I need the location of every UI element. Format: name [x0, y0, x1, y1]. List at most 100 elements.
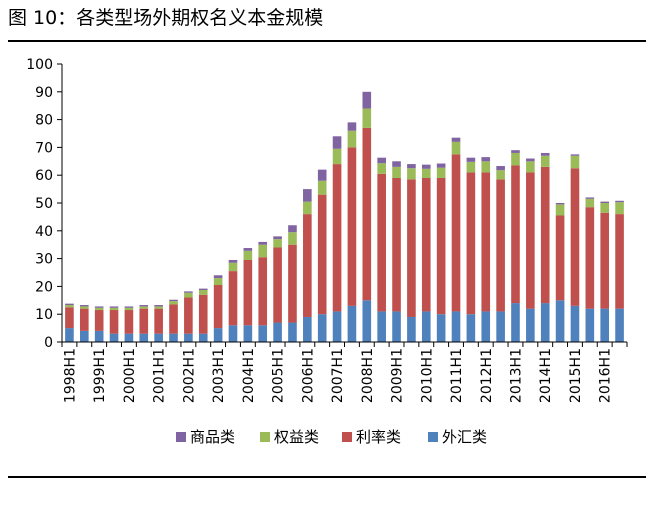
- x-tick-label-2016H1: 2016H1: [598, 348, 614, 403]
- bar-segment-2010H1-s1: [421, 177, 431, 312]
- bar-segment-2009H1-s3: [392, 161, 401, 167]
- bar-segment-2013H1-s2: [511, 152, 520, 166]
- bar-segment-2012H2-s0: [496, 311, 505, 342]
- bar-segment-2002H2-s2: [198, 290, 208, 295]
- bar-segment-2001H2-s3: [169, 299, 178, 302]
- legend: 商品类 权益类 利率类 外汇类: [176, 428, 487, 446]
- bar-segment-2003H1-s1: [213, 285, 223, 329]
- legend-swatch-3: [428, 432, 438, 442]
- bar-segment-2015H1-s2: [570, 155, 580, 169]
- bar-segment-2012H2-s2: [496, 170, 505, 180]
- bar-segment-2015H1-s1: [570, 168, 580, 306]
- bar-segment-2003H1-s3: [213, 275, 223, 279]
- bar-segment-2005H1-s1: [273, 247, 282, 323]
- bar-segment-2013H1-s1: [511, 165, 520, 304]
- bar-segment-2009H1-s0: [392, 311, 401, 342]
- x-tick-label-2008H1: 2008H1: [360, 348, 376, 403]
- x-tick-label-2009H1: 2009H1: [390, 348, 406, 403]
- bar-segment-2011H2-s2: [466, 161, 476, 173]
- bar-segment-2002H1-s3: [184, 291, 193, 293]
- bar-segment-2010H2-s2: [436, 167, 446, 178]
- bar-segment-2009H2-s0: [407, 316, 416, 342]
- bar-segment-2005H2-s0: [288, 322, 297, 342]
- bar-segment-2000H1-s3: [124, 306, 134, 308]
- bar-segment-2009H1-s1: [392, 177, 401, 312]
- bar-segment-2006H2-s3: [317, 169, 327, 181]
- bar-segment-2008H2-s2: [377, 163, 386, 174]
- bar-segment-2012H1-s0: [481, 311, 491, 342]
- bar-segment-2016H1-s3: [600, 201, 610, 203]
- bar-segment-2012H1-s2: [481, 161, 491, 173]
- bar-segment-2009H2-s1: [407, 179, 416, 317]
- bar-segment-2016H2-s2: [615, 202, 624, 215]
- legend-swatch-1: [260, 432, 270, 442]
- y-tick-label-70: 70: [35, 140, 53, 156]
- figure-title: 图 10：各类型场外期权名义本金规模: [8, 7, 324, 29]
- bar-segment-2006H1-s0: [303, 316, 312, 342]
- bar-segment-2002H1-s1: [184, 297, 193, 334]
- bar-segment-2013H2-s2: [526, 161, 535, 173]
- legend-label-1: 权益类: [274, 428, 319, 446]
- bar-segment-2012H2-s1: [496, 179, 505, 312]
- bar-segment-2000H1-s1: [124, 310, 134, 334]
- bar-segment-2007H2-s2: [347, 130, 357, 148]
- bar-segment-1999H2-s2: [109, 307, 119, 311]
- bar-segment-2014H2-s1: [555, 215, 565, 301]
- bar-segment-2006H2-s1: [317, 194, 327, 315]
- x-tick-label-1998H1: 1998H1: [62, 348, 78, 403]
- bar-segment-2013H2-s3: [526, 158, 535, 162]
- legend-label-2: 利率类: [356, 428, 401, 446]
- bar-segment-2011H2-s0: [466, 314, 476, 342]
- x-tick-label-2014H1: 2014H1: [538, 348, 554, 403]
- bar-segment-1998H1-s1: [65, 307, 74, 329]
- bar-segment-2008H2-s3: [377, 157, 386, 164]
- bar-segment-2012H2-s3: [496, 166, 505, 171]
- bar-segment-1999H1-s2: [94, 307, 104, 311]
- bar-segment-2011H1-s2: [451, 141, 461, 155]
- x-tick-label-2000H1: 2000H1: [122, 348, 138, 403]
- bar-segment-2012H1-s1: [481, 172, 491, 312]
- bar-segment-2004H2-s2: [258, 244, 268, 258]
- x-tick-label-2005H1: 2005H1: [271, 348, 287, 403]
- y-tick-label-40: 40: [35, 224, 53, 240]
- bar-segment-2008H1-s2: [362, 108, 372, 128]
- bar-segment-1999H2-s3: [109, 306, 119, 308]
- bar-segment-2011H1-s3: [451, 137, 461, 142]
- bar-segment-2007H1-s2: [332, 148, 342, 165]
- bar-segment-2003H1-s0: [213, 328, 223, 342]
- y-tick-label-50: 50: [35, 196, 53, 212]
- bar-segment-2010H1-s3: [421, 164, 431, 169]
- bar-segment-2003H2-s3: [228, 259, 238, 263]
- axes-layer: 0 10 20 30 40 50 60 70 80 90 100 1998H1 1999H1 2000H1…: [26, 57, 628, 403]
- y-tick-label-60: 60: [35, 168, 53, 184]
- bar-segment-1998H2-s0: [79, 330, 89, 342]
- bar-segment-2001H1-s3: [154, 305, 163, 307]
- bar-segment-2014H1-s1: [540, 166, 550, 304]
- bar-segment-1998H1-s2: [65, 305, 74, 308]
- x-tick-label-2010H1: 2010H1: [419, 348, 435, 403]
- legend-label-3: 外汇类: [442, 428, 487, 446]
- bar-segment-2012H1-s3: [481, 157, 491, 162]
- bar-segment-2007H1-s0: [332, 311, 342, 342]
- bar-segment-2004H1-s2: [243, 250, 253, 260]
- bar-segment-1999H1-s0: [94, 330, 104, 342]
- y-tick-label-100: 100: [26, 57, 53, 73]
- bar-segment-2013H1-s3: [511, 150, 520, 153]
- bar-segment-2004H2-s0: [258, 325, 268, 342]
- bar-segment-2001H1-s0: [154, 333, 163, 342]
- bar-segment-2002H1-s2: [184, 292, 193, 298]
- bar-segment-2002H1-s0: [184, 333, 193, 342]
- bar-segment-2016H1-s1: [600, 212, 610, 309]
- bar-segment-2016H1-s0: [600, 308, 610, 342]
- bar-segment-2001H2-s0: [169, 333, 178, 342]
- bar-segment-2004H1-s1: [243, 259, 253, 326]
- bar-segment-2010H2-s0: [436, 314, 446, 342]
- x-tick-label-2015H1: 2015H1: [568, 348, 584, 403]
- bar-segment-2014H1-s0: [540, 303, 550, 342]
- bar-segment-2010H1-s0: [421, 311, 431, 342]
- bar-segment-2000H2-s1: [139, 308, 149, 334]
- bar-segment-1999H1-s3: [94, 306, 104, 308]
- bar-segment-2004H1-s3: [243, 248, 253, 251]
- bar-segment-2014H1-s3: [540, 152, 550, 156]
- bar-segment-2015H1-s3: [570, 154, 580, 156]
